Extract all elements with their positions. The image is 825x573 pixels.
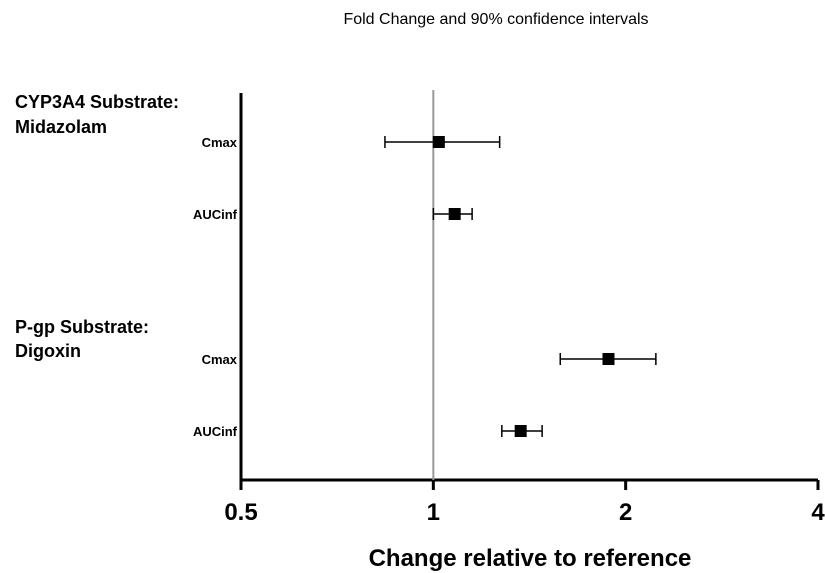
- x-tick-label: 2: [619, 499, 632, 526]
- x-axis-ticks: 0.5 1 2 4: [224, 480, 825, 526]
- group-1-label-line-2: Midazolam: [15, 117, 107, 137]
- data-marks: [385, 136, 656, 437]
- row-label-midazolam-cmax: Cmax: [202, 135, 238, 150]
- x-tick-label: 0.5: [224, 499, 257, 526]
- row-label-digoxin-aucinf: AUCinf: [193, 424, 238, 439]
- point-estimate-marker: [602, 353, 614, 365]
- group-2-label-line-2: Digoxin: [15, 341, 81, 361]
- row-label-digoxin-cmax: Cmax: [202, 352, 238, 367]
- x-tick-label: 1: [427, 499, 440, 526]
- x-tick-label: 4: [811, 499, 825, 526]
- point-estimate-marker: [449, 208, 461, 220]
- row-label-midazolam-aucinf: AUCinf: [193, 207, 238, 222]
- x-axis-label: Change relative to reference: [369, 545, 692, 572]
- group-1-label-line-1: CYP3A4 Substrate:: [15, 92, 179, 112]
- chart-title: Fold Change and 90% confidence intervals: [343, 11, 648, 28]
- point-estimate-marker: [515, 425, 527, 437]
- group-2-label-line-1: P-gp Substrate:: [15, 317, 149, 337]
- point-estimate-marker: [433, 136, 445, 148]
